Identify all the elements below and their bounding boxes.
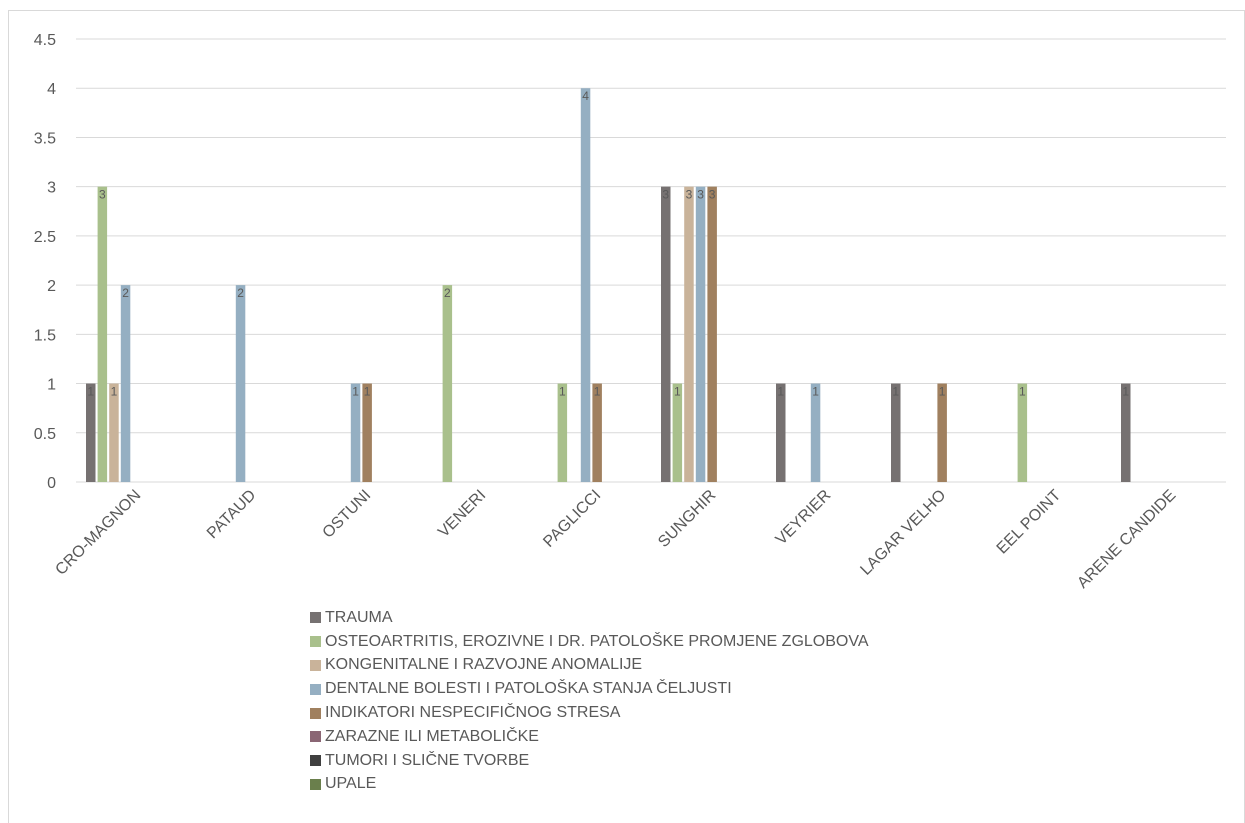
legend-label: KONGENITALNE I RAZVOJNE ANOMALIJE	[325, 656, 643, 674]
y-tick-label: 4	[47, 81, 56, 98]
legend-item: ZARAZNE ILI METABOLIČKE	[310, 725, 869, 749]
legend-item: OSTEOARTRITIS, EROZIVNE I DR. PATOLOŠKE …	[310, 630, 869, 654]
data-label: 3	[697, 188, 704, 202]
bar	[1121, 383, 1131, 482]
legend-label: DENTALNE BOLESTI I PATOLOŠKA STANJA ČELJ…	[325, 680, 732, 698]
x-tick-label: CRO-MAGNON	[52, 487, 144, 579]
bar	[350, 383, 361, 482]
bar	[580, 88, 591, 482]
data-label: 3	[686, 188, 693, 202]
x-tick-label: PATAUD	[204, 487, 259, 542]
legend-swatch	[310, 755, 321, 767]
data-label: 3	[709, 188, 716, 202]
data-label: 1	[594, 385, 601, 399]
legend-swatch	[310, 683, 321, 695]
y-tick-label: 4.5	[34, 32, 56, 49]
y-axis-tick-labels: 0 0.5 1 1.5 2 2.5 3 3.5 4 4.5	[34, 32, 56, 492]
legend: TRAUMA OSTEOARTRITIS, EROZIVNE I DR. PATO…	[310, 606, 869, 796]
bar	[810, 383, 821, 482]
y-tick-label: 3	[47, 180, 56, 197]
x-tick-label: SUNGHIR	[655, 487, 719, 551]
x-tick-label: PAGLICCI	[540, 487, 604, 551]
y-tick-label: 3.5	[34, 130, 56, 147]
legend-swatch	[310, 612, 321, 624]
y-tick-label: 1.5	[34, 327, 56, 344]
x-tick-label: VEYRIER	[773, 487, 835, 549]
bar	[235, 285, 246, 482]
data-label: 1	[1122, 385, 1129, 399]
bar	[109, 383, 119, 482]
legend-item: TUMORI I SLIČNE TVORBE	[310, 749, 869, 773]
legend-label: UPALE	[325, 775, 377, 793]
data-label: 1	[111, 385, 118, 399]
bar	[661, 186, 671, 482]
legend-item: UPALE	[310, 773, 869, 797]
legend-label: TUMORI I SLIČNE TVORBE	[325, 751, 530, 769]
y-tick-label: 0	[47, 475, 56, 492]
bar	[776, 383, 786, 482]
bar	[684, 186, 694, 482]
legend-item: TRAUMA	[310, 606, 869, 630]
data-label: 2	[444, 286, 451, 300]
data-label: 1	[939, 385, 946, 399]
legend-label: TRAUMA	[325, 608, 393, 626]
bar	[86, 383, 96, 482]
data-label: 1	[777, 385, 784, 399]
data-label: 3	[99, 188, 106, 202]
legend-item: DENTALNE BOLESTI I PATOLOŠKA STANJA ČELJ…	[310, 677, 869, 701]
bar	[442, 285, 453, 482]
y-tick-label: 1	[47, 377, 56, 394]
legend-swatch	[310, 707, 321, 719]
legend-item: INDIKATORI NESPECIFIČNOG STRESA	[310, 701, 869, 725]
bar	[672, 383, 683, 482]
x-axis-tick-labels: CRO-MAGNON PATAUD OSTUNI VENERI PAGLICCI SUNG…	[52, 487, 1179, 592]
y-tick-label: 0.5	[34, 426, 56, 443]
data-label: 1	[87, 385, 94, 399]
bar	[557, 383, 568, 482]
bar	[707, 186, 717, 482]
data-label: 1	[364, 385, 371, 399]
x-tick-label: LAGAR VELHO	[857, 487, 949, 579]
legend-label: ZARAZNE ILI METABOLIČKE	[325, 727, 539, 745]
bar	[937, 383, 947, 482]
legend-swatch	[310, 778, 321, 790]
y-tick-label: 2	[47, 278, 56, 295]
bar	[695, 186, 706, 482]
data-label: 4	[582, 89, 589, 103]
data-label: 2	[122, 286, 129, 300]
gridlines	[76, 38, 1226, 483]
bars	[86, 88, 1131, 482]
data-label: 1	[892, 385, 899, 399]
legend-label: INDIKATORI NESPECIFIČNOG STRESA	[325, 704, 621, 722]
bar	[120, 285, 131, 482]
x-tick-label: EEL POINT	[994, 487, 1065, 558]
data-label: 3	[662, 188, 669, 202]
bar	[97, 186, 108, 482]
legend-item: KONGENITALNE I RAZVOJNE ANOMALIJE	[310, 654, 869, 678]
legend-label: OSTEOARTRITIS, EROZIVNE I DR. PATOLOŠKE …	[325, 632, 869, 650]
bar	[1017, 383, 1028, 482]
y-tick-label: 2.5	[34, 229, 56, 246]
data-label: 1	[674, 385, 681, 399]
legend-swatch	[310, 731, 321, 743]
data-label: 1	[812, 385, 819, 399]
x-tick-label: VENERI	[435, 487, 489, 541]
x-tick-label: OSTUNI	[320, 487, 375, 542]
bar	[891, 383, 901, 482]
bar	[362, 383, 372, 482]
bar	[592, 383, 602, 482]
data-label: 1	[1019, 385, 1026, 399]
data-label: 1	[352, 385, 359, 399]
data-label: 2	[237, 286, 244, 300]
x-tick-label: ARENE CANDIDE	[1074, 487, 1179, 592]
legend-swatch	[310, 659, 321, 671]
legend-swatch	[310, 636, 321, 648]
data-label: 1	[559, 385, 566, 399]
